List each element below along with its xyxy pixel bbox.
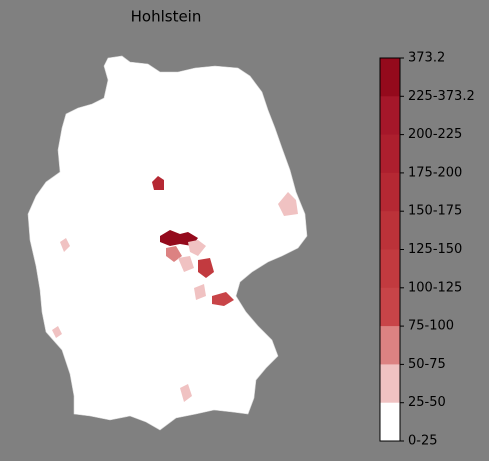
colorbar-label: 150-175: [408, 204, 462, 219]
region: [212, 292, 234, 306]
region: [52, 326, 62, 338]
region: [188, 240, 206, 256]
map: [27, 55, 308, 431]
colorbar-segment: [380, 364, 400, 404]
region: [198, 258, 214, 278]
colorbar: 373.2 225-373.2 200-225 175-200 150-175 125-1…: [379, 51, 475, 449]
colorbar-segment: [380, 211, 400, 250]
region: [60, 238, 70, 252]
region: [278, 192, 298, 216]
colorbar-label: 200-225: [408, 127, 462, 142]
colorbar-segment: [380, 287, 400, 327]
colorbar-segment: [380, 172, 400, 212]
region: [152, 176, 164, 190]
colorbar-segment: [380, 249, 400, 289]
region: [180, 384, 192, 402]
colorbar-label: 25-50: [408, 395, 446, 410]
colorbar-label: 0-25: [408, 434, 438, 449]
colorbar-label: 100-125: [408, 280, 462, 295]
colorbar-label: 50-75: [408, 357, 446, 372]
colorbar-label: 225-373.2: [408, 89, 475, 104]
region: [194, 284, 206, 300]
colorbar-label: 125-150: [408, 242, 462, 257]
colorbar-label: 75-100: [408, 319, 454, 334]
map-title: Hohlstein: [131, 8, 202, 26]
colorbar-label: 175-200: [408, 165, 462, 180]
regions: [52, 176, 298, 402]
region: [178, 256, 194, 272]
colorbar-segment: [380, 326, 400, 365]
colorbar-segment: [380, 134, 400, 174]
colorbar-segment: [380, 402, 400, 442]
colorbar-segment: [380, 58, 400, 97]
colorbar-segment: [380, 96, 400, 136]
colorbar-label: 373.2: [408, 51, 445, 66]
